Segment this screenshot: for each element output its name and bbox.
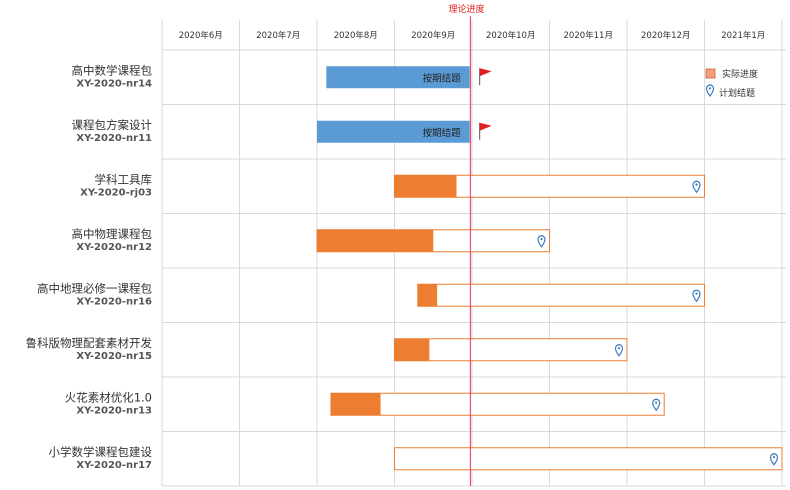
reference-line-group: 理论进度 (448, 3, 484, 486)
progress-bar (394, 338, 430, 361)
progress-bar (417, 284, 438, 307)
completed-label: 按期结题 (423, 72, 462, 84)
progress-bar (330, 393, 381, 416)
pin-shape (692, 289, 701, 303)
task-code: XY-2020-nr16 (76, 296, 152, 307)
planned-bar (330, 392, 665, 416)
pin-shape (705, 84, 715, 98)
progress-bar (317, 229, 434, 252)
completed-label: 按期结题 (423, 127, 462, 139)
flag-icon (479, 68, 492, 86)
pin-dot (540, 238, 543, 241)
pin-shape (769, 453, 779, 466)
pin-dot (695, 183, 698, 186)
pin-shape (537, 235, 546, 248)
task-name: 学科工具库 (95, 172, 153, 186)
flag-icon (479, 122, 492, 140)
completed-bar (326, 66, 470, 89)
month-label: 2020年6月 (179, 30, 223, 41)
legend-progress-label: 实际进度 (722, 68, 758, 80)
pin-dot (772, 456, 776, 459)
plan-end-pin-icon (652, 398, 661, 412)
task-code: XY-2020-nr15 (76, 351, 152, 362)
pin-dot (655, 401, 658, 404)
task-name: 鲁科版物理配套素材开发 (26, 336, 153, 350)
pin-shape (692, 180, 701, 194)
reference-label: 理论进度 (448, 3, 484, 15)
task-name: 课程包方案设计 (72, 118, 153, 132)
pin-shape (652, 398, 661, 412)
task-name: 高中地理必修一课程包 (37, 281, 152, 295)
month-label: 2020年9月 (411, 30, 455, 41)
month-label: 2020年7月 (256, 30, 300, 41)
plan-end-pin-icon (705, 84, 715, 98)
month-label: 2021年1月 (721, 30, 765, 41)
grid (161, 20, 786, 487)
task-code: XY-2020-rj03 (80, 187, 152, 198)
month-label: 2020年12月 (641, 30, 690, 41)
plan-end-pin-icon (769, 453, 779, 466)
legend-plan-label: 计划结题 (719, 87, 755, 99)
planned-bar (417, 283, 705, 307)
task-row[interactable]: 火花素材优化1.0XY-2020-nr13 (65, 390, 665, 416)
task-code: XY-2020-nr13 (76, 405, 152, 416)
pin-dot (708, 87, 712, 90)
progress-bar (394, 175, 457, 198)
task-name: 火花素材优化1.0 (65, 390, 152, 404)
pin-dot (617, 347, 621, 350)
planned-bar (394, 447, 783, 471)
task-code: XY-2020-nr11 (76, 133, 152, 144)
task-name: 高中物理课程包 (72, 227, 153, 241)
plan-end-pin-icon (692, 289, 701, 303)
plan-end-pin-icon (614, 344, 624, 357)
task-name: 高中数学课程包 (72, 63, 153, 77)
pin-dot (695, 292, 698, 295)
legend-progress-swatch (705, 68, 716, 79)
task-code: XY-2020-nr14 (76, 78, 152, 89)
task-code: XY-2020-nr12 (76, 242, 152, 253)
month-axis: 2020年6月 2020年7月 2020年8月 2020年9月 2020年10月 2020… (179, 30, 766, 41)
completed-bar (317, 120, 470, 143)
plan-end-pin-icon (692, 180, 701, 194)
month-label: 2020年11月 (564, 30, 613, 41)
pin-shape (614, 344, 624, 357)
month-label: 2020年10月 (486, 30, 535, 41)
plan-end-pin-icon (537, 235, 546, 248)
flag-cloth (479, 68, 492, 77)
task-code: XY-2020-nr17 (76, 460, 152, 471)
month-label: 2020年8月 (334, 30, 378, 41)
task-name: 小学数学课程包建设 (49, 445, 153, 459)
flag-cloth (479, 122, 492, 131)
